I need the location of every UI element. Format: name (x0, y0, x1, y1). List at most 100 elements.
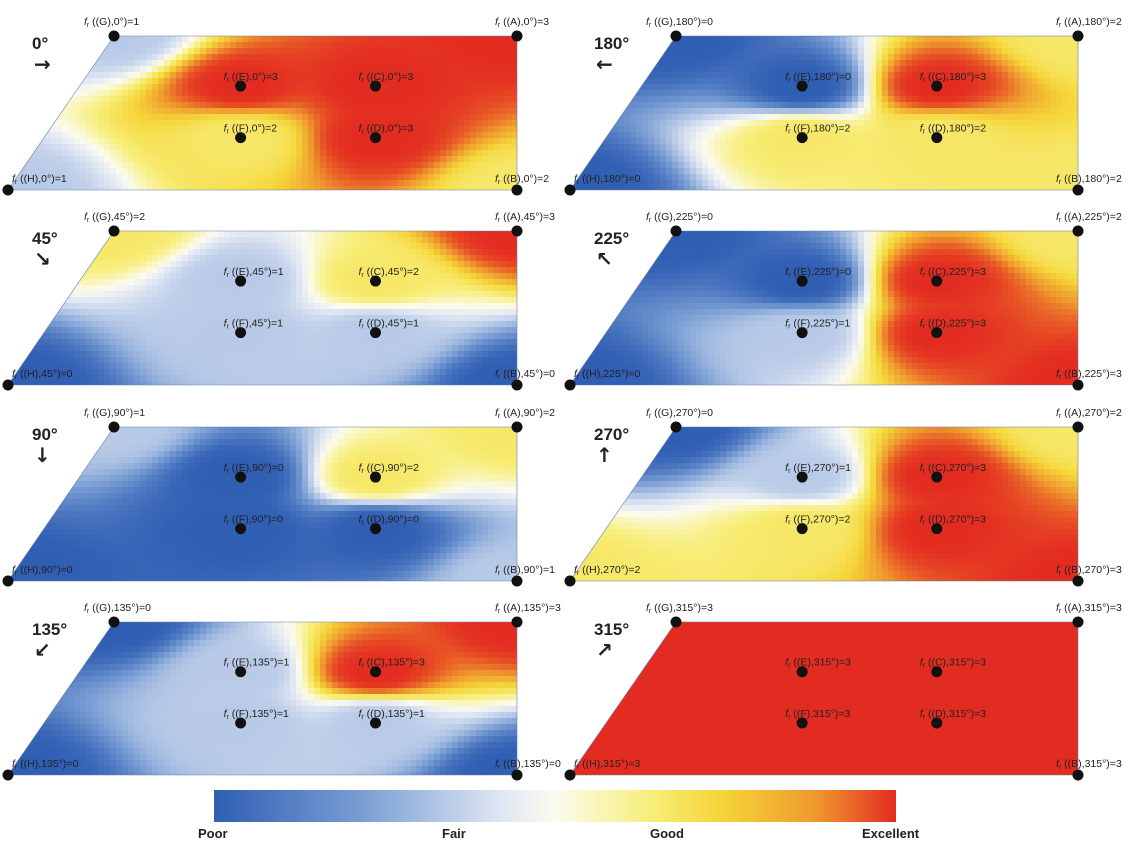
point-C (369, 666, 381, 678)
point-label-G: fr ((G),315°)=3 (646, 602, 713, 615)
point-F (796, 717, 808, 729)
point-A (1072, 30, 1084, 42)
point-label-C: fr ((C),180°)=3 (920, 71, 987, 84)
point-label-A: fr ((A),225°)=2 (1056, 211, 1122, 224)
panel-p180: fr ((G),180°)=0 fr ((A),180°)=2 fr ((H),18… (564, 16, 1122, 196)
point-label-B: fr ((B),90°)=1 (495, 564, 555, 577)
point-F (235, 717, 247, 729)
point-E (796, 666, 808, 678)
point-C (931, 666, 943, 678)
panel-title: 270° (594, 425, 630, 444)
point-label-D: fr ((D),135°)=1 (358, 708, 425, 721)
point-E (796, 471, 808, 483)
legend-good-label: Good (650, 826, 684, 841)
point-label-F: fr ((F),135°)=1 (224, 708, 289, 721)
point-B (1072, 769, 1084, 781)
point-H (564, 769, 576, 781)
point-H (564, 575, 576, 587)
point-label-D: fr ((D),180°)=2 (920, 123, 987, 136)
panel-title: 0° (32, 34, 49, 53)
wind-direction-arrow-icon: ↗ (596, 638, 613, 662)
point-D (369, 327, 381, 339)
point-H (2, 575, 14, 587)
point-B (1072, 184, 1084, 196)
point-H (2, 379, 14, 391)
panel-field (570, 622, 1078, 775)
point-label-A: fr ((A),270°)=2 (1056, 407, 1122, 420)
point-label-G: fr ((G),0°)=1 (84, 16, 139, 29)
point-A (1072, 225, 1084, 237)
panel-p270: fr ((G),270°)=0 fr ((A),270°)=2 fr ((H),27… (564, 407, 1122, 587)
panel-field (8, 427, 517, 581)
point-F (796, 523, 808, 535)
point-D (369, 717, 381, 729)
point-E (796, 275, 808, 287)
point-E (235, 666, 247, 678)
legend-fair-label: Fair (442, 826, 466, 841)
point-label-E: fr ((E),315°)=3 (785, 657, 851, 670)
point-D (931, 327, 943, 339)
point-F (796, 327, 808, 339)
point-G (108, 616, 120, 628)
point-label-E: fr ((E),225°)=0 (785, 266, 851, 279)
point-G (108, 30, 120, 42)
point-E (235, 80, 247, 92)
point-label-E: fr ((E),135°)=1 (224, 657, 290, 670)
point-A (511, 30, 523, 42)
point-C (369, 80, 381, 92)
panel-title: 90° (32, 425, 58, 444)
point-D (931, 132, 943, 144)
point-H (564, 379, 576, 391)
point-label-F: fr ((F),270°)=2 (785, 514, 850, 527)
panel-title: 315° (594, 620, 630, 639)
panel-p315: fr ((G),315°)=3 fr ((A),315°)=3 fr ((H),31… (564, 602, 1122, 781)
panel-title: 135° (32, 620, 68, 639)
point-label-G: fr ((G),225°)=0 (646, 211, 713, 224)
panel-p225: fr ((G),225°)=0 fr ((A),225°)=2 fr ((H),22… (564, 211, 1122, 391)
point-A (511, 616, 523, 628)
point-label-C: fr ((C),315°)=3 (920, 657, 987, 670)
point-H (564, 184, 576, 196)
point-label-C: fr ((C),0°)=3 (358, 71, 413, 84)
point-label-B: fr ((B),270°)=3 (1056, 564, 1122, 577)
point-C (931, 275, 943, 287)
colorbar (214, 790, 896, 822)
point-label-G: fr ((G),45°)=2 (84, 211, 145, 224)
point-label-A: fr ((A),180°)=2 (1056, 16, 1122, 29)
panel-p135: fr ((G),135°)=0 fr ((A),135°)=3 fr ((H),13… (2, 602, 561, 781)
point-B (511, 184, 523, 196)
wind-direction-arrow-icon: ↓ (34, 443, 51, 467)
point-B (511, 575, 523, 587)
panel-grid: fr ((G),0°)=1 fr ((A),0°)=3 fr ((H),0°)=1 f… (2, 16, 1122, 781)
point-label-D: fr ((D),225°)=3 (920, 318, 987, 331)
point-A (1072, 616, 1084, 628)
wind-direction-arrow-icon: ← (596, 52, 613, 76)
point-label-G: fr ((G),180°)=0 (646, 16, 713, 29)
wind-direction-arrow-icon: ↘ (34, 247, 51, 271)
point-label-E: fr ((E),180°)=0 (785, 71, 851, 84)
point-C (369, 471, 381, 483)
panel-title: 225° (594, 229, 630, 248)
point-H (2, 184, 14, 196)
panel-field (8, 231, 517, 385)
legend-poor-label: Poor (198, 826, 228, 841)
panel-title: 180° (594, 34, 630, 53)
panel-p0: fr ((G),0°)=1 fr ((A),0°)=3 fr ((H),0°)=1 f… (2, 16, 549, 196)
point-G (670, 421, 682, 433)
point-label-H: fr ((H),135°)=0 (12, 758, 79, 771)
point-F (235, 132, 247, 144)
point-label-E: fr ((E),45°)=1 (224, 266, 284, 279)
point-C (369, 275, 381, 287)
point-label-A: fr ((A),45°)=3 (495, 211, 555, 224)
point-label-F: fr ((F),90°)=0 (224, 514, 284, 527)
point-label-F: fr ((F),180°)=2 (785, 123, 850, 136)
point-B (1072, 379, 1084, 391)
point-G (108, 225, 120, 237)
point-label-C: fr ((C),225°)=3 (920, 266, 987, 279)
wind-direction-arrow-icon: ↖ (596, 247, 613, 271)
point-label-C: fr ((C),135°)=3 (358, 657, 425, 670)
point-label-C: fr ((C),270°)=3 (920, 462, 987, 475)
point-label-E: fr ((E),0°)=3 (224, 71, 278, 84)
point-G (670, 225, 682, 237)
point-A (511, 421, 523, 433)
